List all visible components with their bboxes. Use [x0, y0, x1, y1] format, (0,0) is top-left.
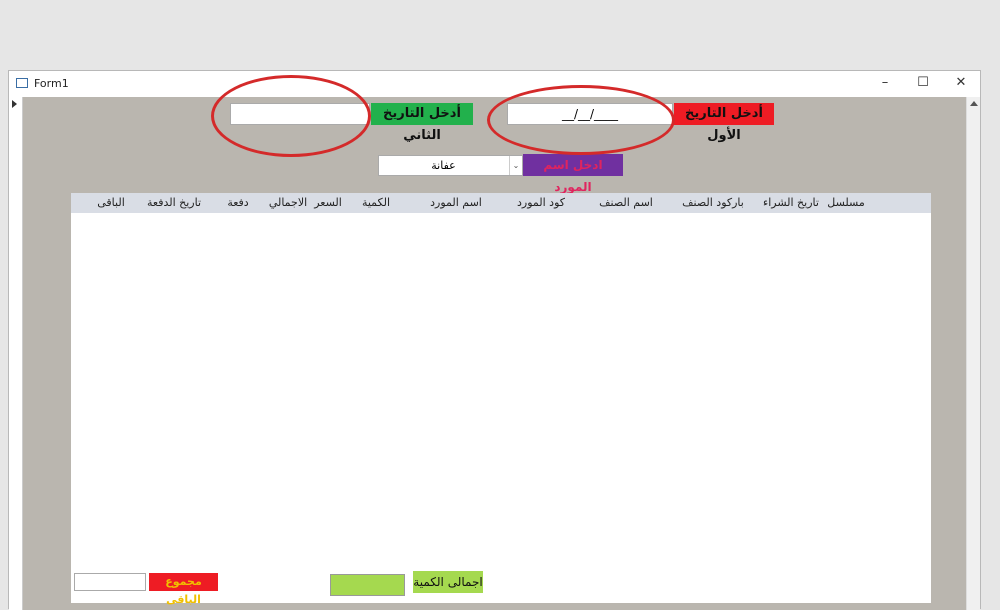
column-header: تاريخ الدفعة: [146, 196, 202, 209]
minimize-button[interactable]: –: [881, 75, 889, 90]
first-date-label: أدخل التاريخ الأول: [674, 103, 774, 143]
record-pointer-icon: [12, 100, 17, 108]
vertical-scrollbar[interactable]: [966, 97, 980, 610]
column-header: اسم الصنف: [599, 196, 653, 209]
total-quantity-label: اجمالى الكمية: [413, 571, 483, 593]
annotation-circle: [487, 85, 675, 155]
column-header: السعر: [314, 196, 342, 209]
annotation-circle: [211, 75, 371, 157]
column-header: الاجمالي: [268, 196, 308, 209]
form-body: أدخل التاريخ الأول __/__/____ أدخل التار…: [9, 75, 980, 610]
record-selector[interactable]: [9, 97, 23, 610]
supplier-combobox[interactable]: عفانة ⌄: [378, 155, 523, 176]
column-header: باركود الصنف: [682, 196, 744, 209]
grid-header: مسلسل تاريخ الشراء باركود الصنف اسم الصن…: [71, 193, 931, 213]
column-header: دفعة: [227, 196, 249, 209]
supplier-value: عفانة: [431, 159, 456, 172]
second-date-label: أدخل التاريخ الثاني: [371, 103, 473, 143]
column-header: تاريخ الشراء: [763, 196, 819, 209]
remaining-total-input[interactable]: [74, 573, 146, 591]
form-window: Form1 – ☐ ✕ أدخل التاريخ الأول __/__/___…: [8, 70, 981, 610]
total-quantity-value: [330, 574, 405, 596]
remaining-total-label: مجموع الباقى: [149, 573, 218, 606]
maximize-button[interactable]: ☐: [917, 75, 929, 90]
column-header: الكمية: [361, 196, 391, 209]
column-header: كود المورد: [517, 196, 565, 209]
supplier-label: ادخل اسم المورد: [523, 154, 623, 194]
window-title: Form1: [34, 77, 69, 90]
dropdown-chevron-icon[interactable]: ⌄: [509, 156, 522, 175]
close-button[interactable]: ✕: [955, 75, 967, 90]
column-header: مسلسل: [827, 196, 865, 209]
data-grid[interactable]: مسلسل تاريخ الشراء باركود الصنف اسم الصن…: [71, 193, 931, 606]
column-header: الباقى: [97, 196, 125, 209]
title-bar: Form1 – ☐ ✕: [9, 71, 980, 97]
scroll-up-icon[interactable]: [970, 101, 978, 106]
form-icon: [16, 78, 28, 88]
column-header: اسم المورد: [430, 196, 482, 209]
